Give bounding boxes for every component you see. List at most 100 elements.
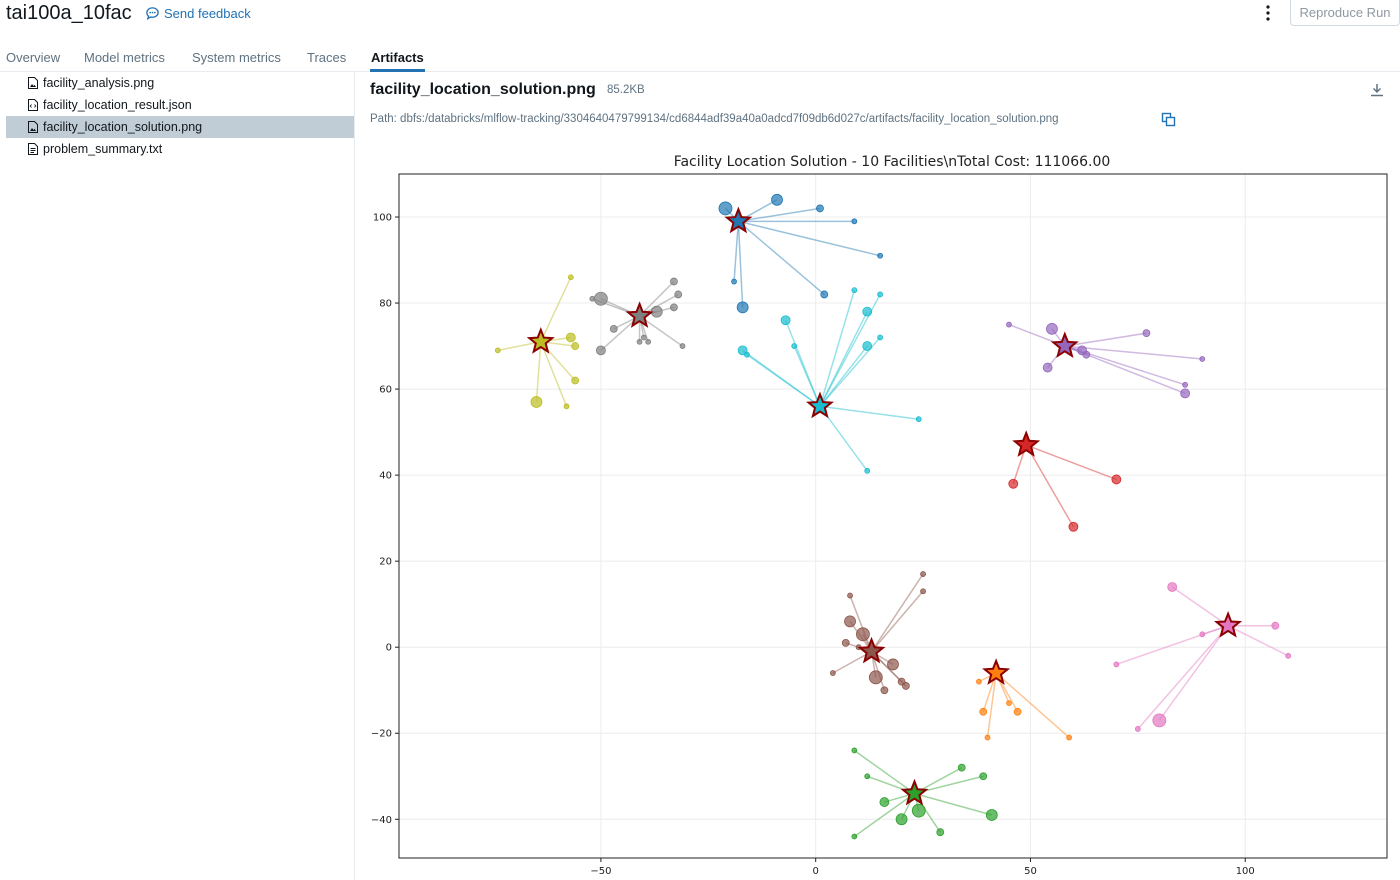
customer-point bbox=[984, 734, 991, 741]
reproduce-run-button[interactable]: Reproduce Run bbox=[1290, 0, 1400, 26]
chart-title: Facility Location Solution - 10 Faciliti… bbox=[674, 154, 1111, 170]
customer-point bbox=[957, 763, 966, 772]
copy-icon[interactable] bbox=[1161, 112, 1176, 127]
tab-model-metrics[interactable]: Model metrics bbox=[84, 50, 165, 65]
assignment-line bbox=[1137, 625, 1229, 730]
plot-frame bbox=[398, 173, 1388, 859]
customer-point bbox=[841, 639, 850, 647]
customer-point bbox=[901, 682, 910, 690]
assignment-line bbox=[784, 319, 821, 407]
assignment-line bbox=[853, 792, 915, 838]
customer-point bbox=[915, 416, 922, 423]
y-tick-label: −40 bbox=[371, 815, 392, 826]
customer-point bbox=[1134, 726, 1141, 732]
send-feedback-link[interactable]: Send feedback bbox=[145, 6, 251, 21]
customer-point bbox=[636, 338, 643, 345]
customer-point bbox=[640, 334, 647, 341]
customer-point bbox=[593, 291, 608, 306]
assignment-line bbox=[819, 289, 856, 407]
customer-point bbox=[862, 306, 873, 317]
tab-system-metrics[interactable]: System metrics bbox=[192, 50, 281, 65]
assignment-line bbox=[639, 281, 675, 317]
x-tick-label: 0 bbox=[812, 866, 818, 876]
customer-point bbox=[877, 252, 884, 259]
customer-point bbox=[851, 833, 858, 840]
facility-star bbox=[1012, 430, 1041, 457]
y-tick-label: 40 bbox=[379, 471, 392, 482]
file-item-facility-location-solution[interactable]: facility_location_solution.png bbox=[6, 116, 354, 138]
artifact-file-name: facility_location_solution.png bbox=[370, 81, 596, 98]
tab-overview[interactable]: Overview bbox=[6, 50, 61, 65]
assignment-line bbox=[535, 341, 542, 403]
customer-point bbox=[571, 376, 580, 385]
customer-point bbox=[895, 813, 908, 826]
assignment-line bbox=[1025, 444, 1075, 528]
customer-point bbox=[1068, 521, 1079, 532]
customer-point bbox=[780, 315, 791, 326]
x-tick-label: 50 bbox=[1024, 866, 1037, 876]
assignment-line bbox=[819, 345, 868, 407]
run-header: tai100a_10fac Send feedback Reproduce Ru… bbox=[0, 0, 1400, 44]
customer-point bbox=[567, 274, 574, 281]
customer-point bbox=[744, 351, 750, 358]
customer-point bbox=[530, 396, 543, 408]
customer-point bbox=[1006, 700, 1012, 707]
facility-star bbox=[1050, 331, 1079, 359]
customer-point bbox=[679, 343, 686, 349]
assignment-line bbox=[738, 207, 821, 223]
assignment-line bbox=[1064, 332, 1147, 347]
customer-point bbox=[856, 627, 870, 642]
customer-point bbox=[1180, 388, 1191, 399]
customer-point bbox=[862, 341, 873, 351]
customer-point bbox=[1271, 621, 1280, 630]
customer-point bbox=[877, 334, 884, 341]
customer-point bbox=[829, 670, 836, 676]
download-icon[interactable] bbox=[1368, 81, 1386, 99]
artifact-file-tree: facility_analysis.png facility_location_… bbox=[0, 72, 355, 880]
customer-point bbox=[589, 295, 596, 302]
assignment-line bbox=[986, 672, 997, 738]
facility-location-chart: Facility Location Solution - 10 Faciliti… bbox=[371, 154, 1388, 876]
customer-point bbox=[674, 290, 683, 299]
assignment-line bbox=[733, 221, 740, 282]
assignment-line bbox=[737, 221, 744, 308]
facility-star bbox=[806, 391, 835, 419]
customer-point bbox=[887, 658, 899, 671]
customer-point bbox=[979, 707, 988, 716]
customer-point bbox=[1142, 329, 1151, 338]
customer-point bbox=[670, 303, 678, 312]
customer-point bbox=[1111, 474, 1122, 485]
facility-star bbox=[857, 636, 886, 664]
customer-point bbox=[920, 571, 926, 577]
customer-point bbox=[851, 218, 858, 225]
y-tick-label: 100 bbox=[373, 213, 392, 224]
tab-traces[interactable]: Traces bbox=[307, 50, 347, 65]
file-item-problem-summary[interactable]: problem_summary.txt bbox=[6, 138, 354, 160]
facility-star bbox=[1213, 610, 1243, 638]
customer-point bbox=[1199, 356, 1206, 362]
customer-point bbox=[563, 403, 570, 410]
customer-point bbox=[851, 747, 858, 754]
file-item-facility-analysis[interactable]: facility_analysis.png bbox=[6, 72, 354, 94]
more-options-button[interactable] bbox=[1258, 4, 1278, 22]
assignment-line bbox=[540, 341, 568, 407]
customer-point bbox=[911, 803, 926, 818]
y-tick-label: 20 bbox=[379, 557, 392, 568]
file-item-facility-location-result[interactable]: facility_location_result.json bbox=[6, 94, 354, 116]
artifact-viewer: facility_location_solution.png 85.2KB Pa… bbox=[355, 72, 1400, 880]
customer-point bbox=[816, 204, 824, 213]
customer-point bbox=[880, 686, 889, 695]
tab-artifacts[interactable]: Artifacts bbox=[370, 50, 425, 72]
run-title: tai100a_10fac bbox=[6, 2, 132, 24]
customer-point bbox=[771, 193, 783, 206]
customer-point bbox=[864, 773, 871, 780]
customer-point bbox=[731, 278, 737, 285]
customer-point bbox=[864, 467, 871, 474]
customer-point bbox=[979, 772, 988, 781]
x-tick-label: 100 bbox=[1236, 866, 1255, 876]
y-tick-label: −20 bbox=[371, 729, 392, 740]
customer-point bbox=[1008, 478, 1019, 489]
customer-point bbox=[976, 678, 982, 685]
image-file-icon bbox=[28, 121, 38, 133]
y-tick-label: 0 bbox=[386, 643, 392, 654]
